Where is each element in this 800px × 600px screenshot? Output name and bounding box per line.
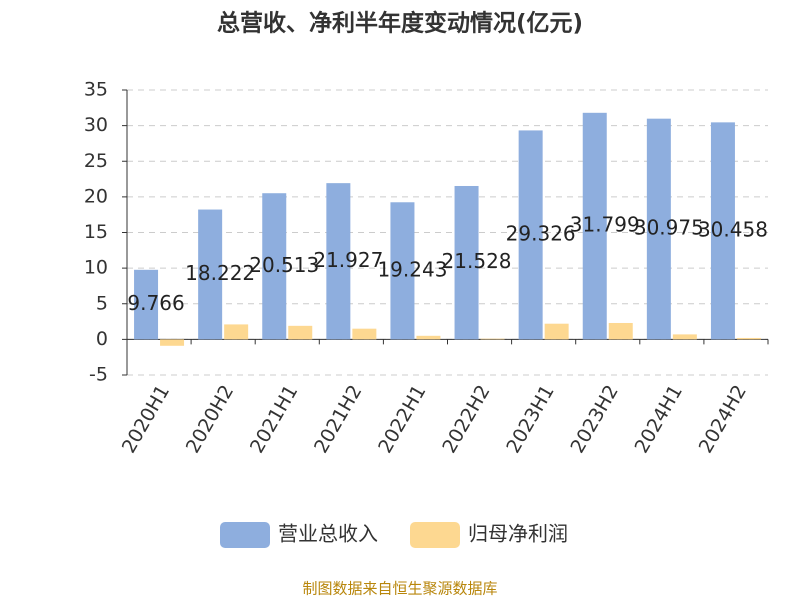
legend-label: 营业总收入 [278, 522, 378, 546]
y-tick-label: 15 [84, 221, 108, 243]
y-tick-label: 10 [84, 257, 108, 279]
x-tick-label: 2021H1 [246, 381, 302, 457]
legend-label: 归母净利润 [468, 522, 568, 546]
data-label: 30.458 [698, 217, 768, 241]
y-tick-label: 20 [84, 185, 108, 207]
bar [646, 118, 671, 340]
x-tick-label: 2023H1 [502, 381, 558, 457]
data-label: 31.799 [570, 213, 640, 237]
x-tick-label: 2024H1 [631, 381, 687, 457]
source-note: 制图数据来自恒生聚源数据库 [302, 580, 497, 598]
y-tick-label: 35 [84, 79, 108, 101]
bar [198, 209, 223, 340]
x-tick-label: 2023H2 [566, 381, 622, 457]
bar [262, 193, 287, 340]
x-tick-label: 2020H1 [118, 381, 174, 457]
y-tick-label: 0 [96, 328, 108, 350]
bar [608, 322, 633, 340]
bar [736, 337, 761, 340]
data-label: 21.528 [442, 249, 512, 273]
y-tick-label: 5 [96, 292, 108, 314]
x-tick-label: 2024H2 [695, 381, 751, 457]
bar [480, 338, 505, 340]
bar [672, 334, 697, 340]
bar [390, 202, 415, 340]
bar [454, 185, 479, 340]
data-label: 19.243 [377, 257, 447, 281]
bar [518, 130, 543, 340]
bar [134, 269, 159, 340]
data-label: 20.513 [249, 253, 319, 277]
y-tick-label: -5 [89, 364, 108, 386]
bar [582, 112, 607, 340]
bar [352, 328, 377, 340]
bar [544, 323, 569, 340]
chart-title: 总营收、净利半年度变动情况(亿元) [217, 10, 583, 37]
data-label: 29.326 [506, 221, 576, 245]
x-tick-label: 2022H1 [374, 381, 430, 457]
bar [224, 324, 249, 340]
y-tick-label: 30 [84, 114, 108, 136]
data-label: 21.927 [313, 248, 383, 272]
x-tick-label: 2021H2 [310, 381, 366, 457]
data-label: 18.222 [185, 261, 255, 285]
y-tick-label: 25 [84, 150, 108, 172]
bar [416, 335, 441, 340]
legend-swatch [220, 522, 270, 548]
bar [710, 122, 735, 340]
legend-swatch [410, 522, 460, 548]
x-tick-label: 2022H2 [438, 381, 494, 457]
x-tick-label: 2020H2 [182, 381, 238, 457]
bar [326, 183, 351, 340]
bar [160, 339, 185, 346]
data-label: 9.766 [127, 291, 184, 315]
bar [288, 325, 313, 340]
data-label: 30.975 [634, 216, 704, 240]
